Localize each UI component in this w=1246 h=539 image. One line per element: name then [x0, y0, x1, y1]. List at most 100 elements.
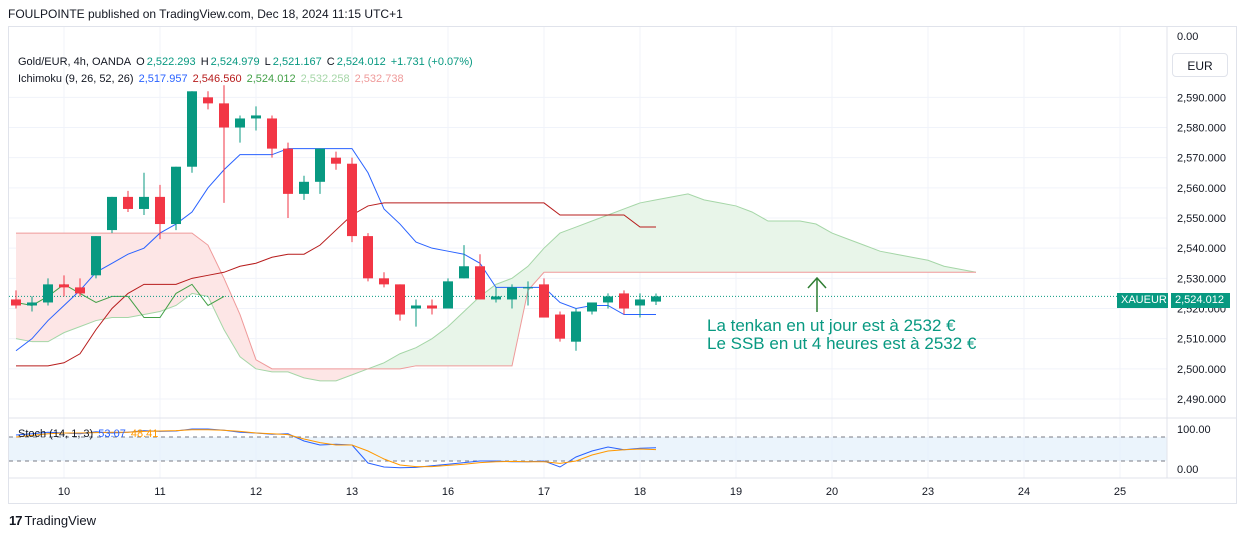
annotation-arrow	[807, 276, 827, 312]
candle-body	[139, 196, 149, 209]
cloud-segment-bullish	[944, 266, 960, 273]
cloud-segment-bearish	[112, 233, 128, 318]
cloud-segment-bullish	[800, 221, 816, 273]
cloud-segment-bullish	[672, 193, 688, 273]
cloud-segment-bullish	[816, 224, 832, 273]
candle-body	[475, 266, 485, 300]
candle-body	[555, 314, 565, 339]
candle-body	[299, 181, 309, 194]
y-tick-label: 2,580.000	[1177, 123, 1226, 135]
cloud-segment-bearish	[336, 368, 352, 381]
cloud-segment-bullish	[880, 251, 896, 273]
x-tick-label: 13	[346, 486, 358, 498]
cloud-segment-bearish	[288, 368, 304, 378]
stoch-d-value: 48.41	[130, 428, 159, 440]
x-tick-label: 20	[826, 486, 838, 498]
cloud-segment-bullish	[784, 221, 800, 273]
candle-body	[155, 196, 165, 225]
legend-l-label: L	[264, 56, 271, 68]
candle-body	[203, 97, 213, 104]
ichimoku-label: Ichimoku (9, 26, 52, 26)	[18, 73, 134, 85]
cloud-segment-bullish	[480, 284, 496, 366]
y-tick-label: 2,500.000	[1177, 364, 1226, 376]
legend-h-value: 2,524.979	[210, 56, 260, 68]
cloud-segment-bearish	[304, 368, 320, 381]
candle-body	[187, 91, 197, 167]
y-tick-label: 2,570.000	[1177, 153, 1226, 165]
cloud-segment-bearish	[160, 233, 176, 312]
cloud-segment-bullish	[448, 311, 464, 366]
candle-body	[347, 163, 357, 237]
candle-body	[635, 299, 645, 306]
ichimoku-ssa-value: 2,532.258	[300, 73, 350, 85]
annotation-line-1: La tenkan en ut jour est à 2532 €	[707, 316, 956, 335]
ichimoku-legend: Ichimoku (9, 26, 52, 26) 2,517.957 2,546…	[18, 73, 406, 85]
cloud-segment-bullish	[656, 196, 672, 273]
y-tick-label: 2,560.000	[1177, 183, 1226, 195]
x-tick-label: 17	[538, 486, 550, 498]
x-tick-label: 12	[250, 486, 262, 498]
cloud-segment-bearish	[48, 233, 64, 342]
candle-body	[91, 236, 101, 276]
y-tick-label: 2,530.000	[1177, 273, 1226, 285]
x-tick-label: 16	[442, 486, 454, 498]
x-tick-label: 25	[1114, 486, 1126, 498]
candle-body	[651, 296, 661, 302]
cloud-segment-bullish	[560, 227, 576, 273]
candle-body	[331, 157, 341, 164]
cloud-segment-bullish	[512, 266, 528, 366]
ichimoku-lines	[9, 148, 1167, 367]
candle-body	[427, 305, 437, 309]
tradingview-brand: TradingView	[24, 513, 97, 528]
kijun-line	[16, 202, 656, 367]
axes: 2,490.0002,500.0002,510.0002,520.0002,53…	[9, 27, 1236, 498]
legend-h-label: H	[200, 56, 209, 68]
cloud-segment-bearish	[272, 368, 288, 372]
stoch-tick-label: 0.00	[1177, 464, 1198, 476]
last-price-tag: 2,524.012	[1171, 293, 1230, 308]
candle-body	[523, 287, 533, 289]
cloud-segment-bullish	[624, 202, 640, 273]
y-tick-label: 2,490.000	[1177, 394, 1226, 406]
x-tick-label: 10	[58, 486, 70, 498]
stoch-label: Stoch (14, 1, 3)	[18, 428, 94, 440]
candle-body	[491, 296, 501, 300]
candle-body	[619, 293, 629, 309]
cloud-segment-bullish	[736, 205, 752, 273]
senkou-span-a-line	[15, 193, 977, 382]
candle-body	[395, 284, 405, 315]
legend-symbol: Gold/EUR, 4h, OANDA	[18, 56, 132, 68]
tradingview-footer[interactable]: 17 TradingView	[9, 513, 96, 528]
cloud-segment-bearish	[176, 233, 192, 306]
cloud-segment-bearish	[208, 245, 224, 330]
cloud-segment-bearish	[240, 314, 256, 369]
legend-o-label: O	[136, 56, 145, 68]
stoch-d-line	[15, 429, 657, 468]
cloud-segment-bullish	[544, 233, 560, 273]
candle-body	[315, 148, 325, 182]
y-tick-label: 2,550.000	[1177, 213, 1226, 225]
legend-change: +1.731 (+0.07%)	[390, 56, 473, 68]
candle-body	[107, 196, 117, 231]
cloud-segment-bullish	[832, 233, 848, 273]
cloud-segment-bearish	[256, 359, 272, 372]
stoch-legend: Stoch (14, 1, 3) 53.07 48.41	[18, 428, 160, 440]
cloud-segment-bullish	[768, 221, 784, 273]
x-tick-label: 23	[922, 486, 934, 498]
x-tick-label: 11	[154, 486, 165, 498]
cloud-segment-bullish	[608, 208, 624, 273]
candle-body	[539, 284, 549, 318]
stoch-band-fill	[9, 437, 1167, 461]
cloud-segment-bullish	[912, 257, 928, 273]
currency-button[interactable]: EUR	[1172, 53, 1228, 77]
y-tick-label-top: 0.00	[1177, 31, 1198, 43]
y-tick-label: 2,540.000	[1177, 243, 1226, 255]
ichimoku-chikou-value: 2,524.012	[246, 73, 296, 85]
cloud-segment-bullish	[928, 260, 944, 273]
candle-body	[411, 305, 421, 309]
candles	[11, 85, 661, 351]
chart-frame	[8, 26, 1237, 504]
cloud-segment-bearish	[192, 233, 208, 297]
candle-body	[267, 118, 277, 149]
